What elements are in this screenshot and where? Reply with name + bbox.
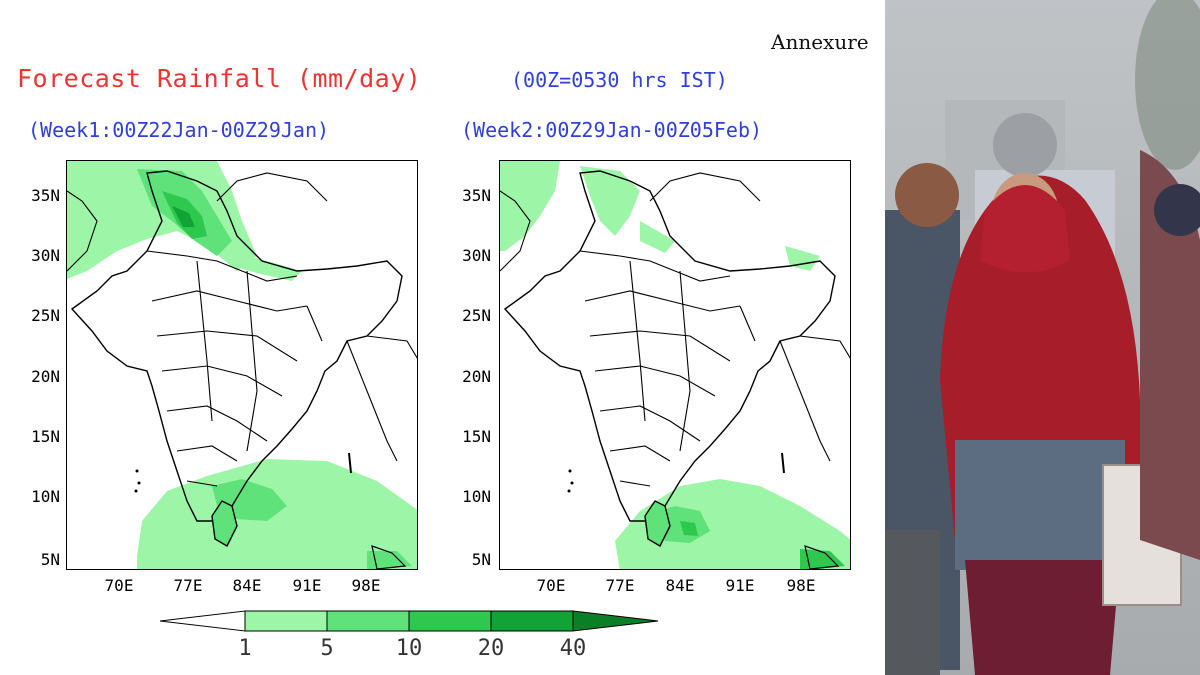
longitude-label: 84E [665,576,695,595]
longitude-label: 84E [232,576,262,595]
latitude-label: 20N [31,367,60,386]
week2-label: (Week2:00Z29Jan-00Z05Feb) [461,118,763,142]
latitude-label: 15N [31,427,60,446]
latitude-label: 25N [31,306,60,325]
legend-bin-10-20 [408,610,492,632]
legend-bin-1-5 [244,610,328,632]
legend-tick-label: 1 [238,636,252,661]
latitude-label: 30N [462,246,491,265]
latitude-label: 20N [462,367,491,386]
longitude-label: 77E [173,576,203,595]
latitude-label: 15N [462,427,491,446]
legend-bin-5-10 [326,610,410,632]
time-note: (00Z=0530 hrs IST) [511,68,728,92]
longitude-label: 70E [536,576,566,595]
latitude-label: 5N [40,550,60,569]
longitude-label: 70E [104,576,134,595]
longitude-label: 77E [605,576,635,595]
legend-tick-label: 20 [477,636,505,661]
legend-tick-label: 10 [395,636,423,661]
week2-rainfall-map [499,160,851,570]
latitude-label: 25N [462,306,491,325]
latitude-label: 35N [31,186,60,205]
annexure-label: Annexure [771,30,869,54]
legend-tick-label: 40 [559,636,587,661]
people-in-fog-winter-photo [885,0,1200,675]
legend-bin-20-40 [490,610,574,632]
latitude-label: 10N [462,487,491,506]
longitude-label: 91E [292,576,322,595]
week1-rainfall-map [66,160,418,570]
latitude-label: 30N [31,246,60,265]
week1-label: (Week1:00Z22Jan-00Z29Jan) [28,118,330,142]
latitude-label: 35N [462,186,491,205]
latitude-label: 10N [31,487,60,506]
latitude-label: 5N [471,550,491,569]
rainfall-colorbar [160,610,659,632]
legend-tick-label: 5 [320,636,334,661]
legend-bin-above-40 [572,610,659,632]
longitude-label: 98E [351,576,381,595]
legend-bin-below-1 [160,610,246,632]
longitude-label: 91E [725,576,755,595]
chart-title: Forecast Rainfall (mm/day) [17,64,422,93]
longitude-label: 98E [786,576,816,595]
